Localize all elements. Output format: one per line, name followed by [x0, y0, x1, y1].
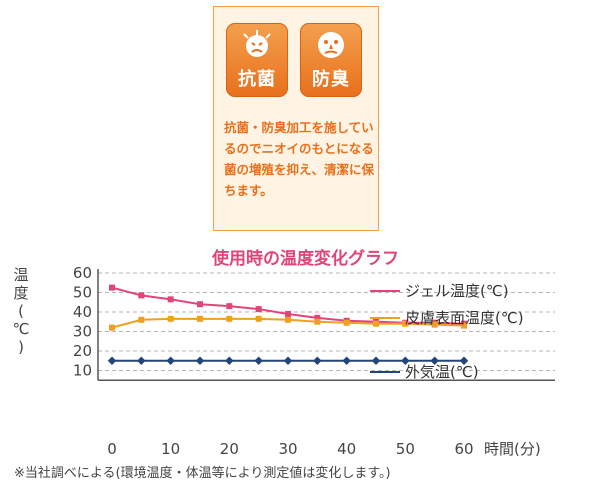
- data-point: [225, 356, 234, 365]
- data-point: [137, 356, 146, 365]
- data-point: [226, 303, 233, 310]
- germ-icon: [241, 29, 273, 61]
- data-point: [283, 356, 293, 365]
- footnote: ※当社調べによる(環境温度・体温等により測定値は変化します。): [14, 466, 391, 481]
- y-axis-title-char: 温: [13, 266, 28, 284]
- data-point: [371, 356, 381, 365]
- y-tick-label: 40: [73, 303, 92, 321]
- data-point: [197, 301, 203, 308]
- data-point: [109, 284, 115, 291]
- chart-title: 使用時の温度変化グラフ: [212, 249, 399, 269]
- x-tick-label: 10: [161, 440, 180, 458]
- data-point: [373, 320, 379, 327]
- data-point: [431, 321, 438, 328]
- data-point: [167, 296, 174, 303]
- x-tick-label: 60: [454, 440, 473, 458]
- antibacterial-label: 抗菌: [238, 69, 276, 90]
- data-point: [195, 356, 205, 365]
- data-point: [402, 320, 409, 327]
- deodorant-label: 防臭: [312, 69, 350, 90]
- data-point: [342, 356, 351, 365]
- x-tick-label: 0: [107, 440, 117, 458]
- data-point: [138, 292, 145, 299]
- y-axis-title-char: ): [18, 338, 24, 356]
- data-point: [255, 306, 262, 313]
- data-point: [401, 356, 410, 365]
- data-point: [430, 356, 439, 365]
- info-panel: 抗菌 防臭 抗菌・防臭加工を施しているのでニオイのもとになる菌の増殖を抑え、清潔…: [213, 6, 379, 231]
- x-axis-title: 時間(分): [484, 440, 541, 458]
- y-tick-label: 20: [73, 342, 92, 360]
- data-point: [314, 314, 321, 321]
- data-point: [285, 316, 291, 323]
- x-tick-label: 50: [396, 440, 415, 458]
- y-axis-title-char: ℃: [13, 320, 30, 338]
- deodorant-badge: 防臭: [300, 23, 362, 97]
- data-point: [138, 316, 145, 323]
- antibacterial-badge: 抗菌: [226, 23, 288, 97]
- data-point: [167, 315, 174, 322]
- data-point: [107, 356, 117, 365]
- data-point: [461, 322, 467, 329]
- data-point: [109, 324, 115, 331]
- y-tick-label: 30: [73, 323, 92, 341]
- y-tick-label: 60: [73, 264, 92, 282]
- data-point: [313, 356, 322, 365]
- data-point: [254, 356, 263, 365]
- y-axis-title-char: 度: [13, 284, 28, 302]
- data-point: [285, 310, 291, 317]
- data-point: [459, 356, 469, 365]
- legend-label-2: 外気温(℃): [405, 363, 479, 381]
- y-axis-title-char: (: [18, 302, 24, 320]
- data-point: [226, 315, 233, 322]
- data-point: [197, 315, 203, 322]
- x-tick-label: 20: [220, 440, 239, 458]
- data-point: [255, 315, 262, 322]
- x-tick-label: 40: [337, 440, 356, 458]
- data-point: [314, 318, 321, 325]
- legend-label-0: ジェル温度(℃): [405, 282, 509, 300]
- y-tick-label: 10: [73, 362, 92, 380]
- x-tick-label: 30: [278, 440, 297, 458]
- data-point: [343, 319, 350, 326]
- odor-face-icon: [315, 29, 347, 61]
- data-point: [166, 356, 175, 365]
- y-tick-label: 50: [73, 284, 92, 302]
- info-description: 抗菌・防臭加工を施しているのでニオイのもとになる菌の増殖を抑え、清潔に保ちます。: [224, 120, 375, 198]
- legend-label-1: 皮膚表面温度(℃): [405, 309, 524, 327]
